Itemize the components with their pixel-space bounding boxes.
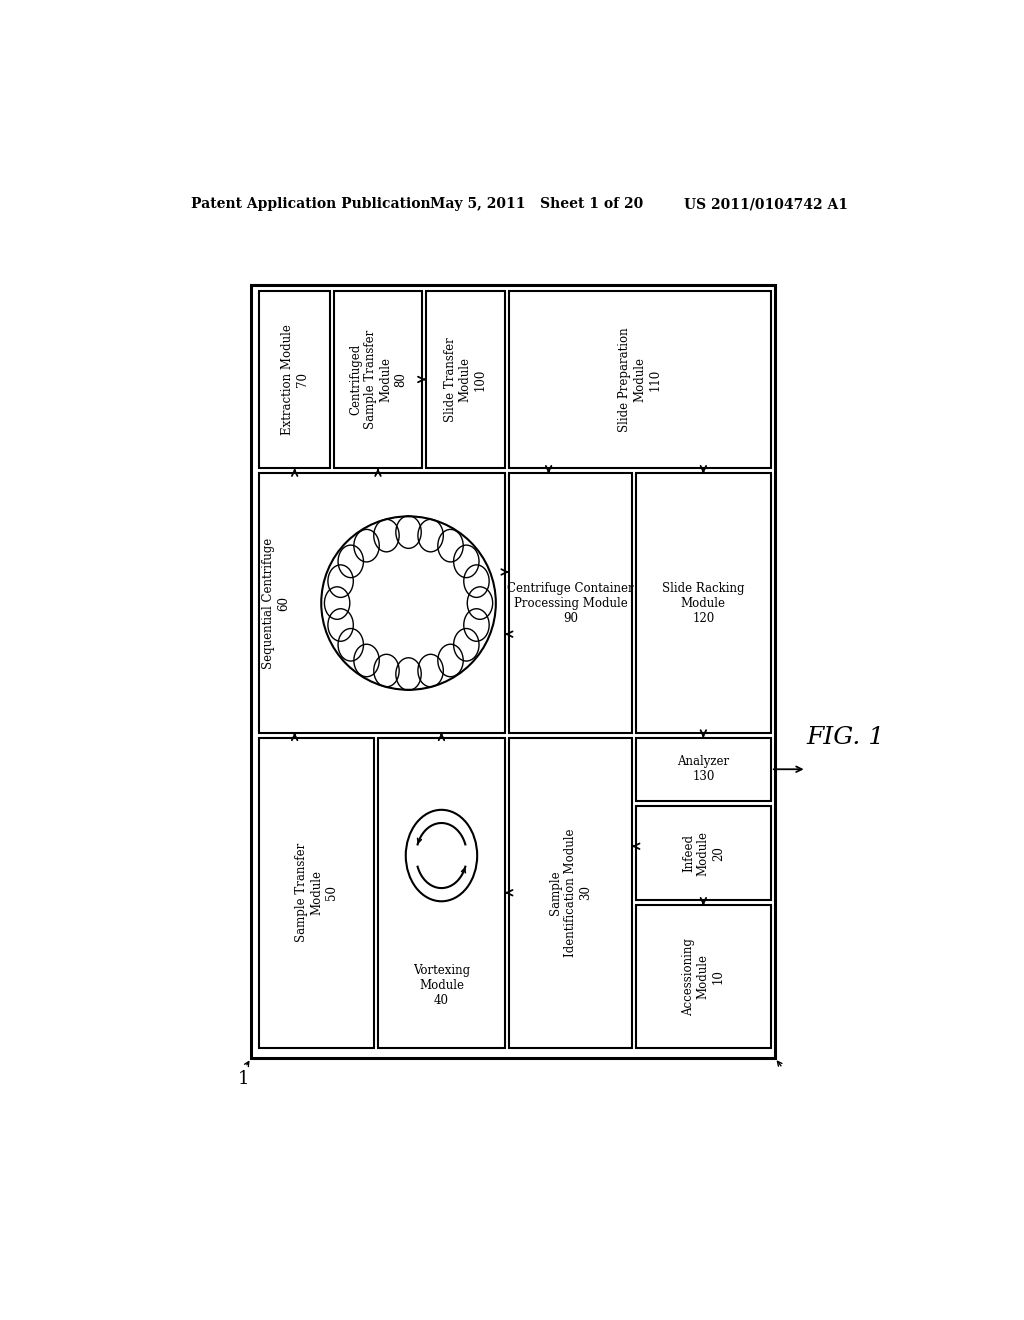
Bar bbox=[259, 738, 374, 1048]
Text: Slide Preparation
Module
110: Slide Preparation Module 110 bbox=[618, 327, 662, 432]
Text: US 2011/0104742 A1: US 2011/0104742 A1 bbox=[684, 197, 848, 211]
Text: Infeed
Module
20: Infeed Module 20 bbox=[682, 830, 725, 875]
Text: 1: 1 bbox=[238, 1071, 249, 1088]
Text: Sequential Centrifuge
60: Sequential Centrifuge 60 bbox=[262, 537, 291, 669]
Text: Vortexing
Module
40: Vortexing Module 40 bbox=[413, 964, 470, 1007]
Bar bbox=[636, 805, 771, 900]
Bar bbox=[426, 290, 505, 469]
Text: FIG. 1: FIG. 1 bbox=[807, 726, 885, 750]
Text: Sample
Identification Module
30: Sample Identification Module 30 bbox=[549, 829, 592, 957]
Bar bbox=[636, 738, 771, 801]
Bar bbox=[259, 474, 505, 733]
Text: Analyzer
130: Analyzer 130 bbox=[677, 755, 729, 783]
Bar bbox=[378, 738, 505, 1048]
Bar bbox=[509, 738, 632, 1048]
Text: Patent Application Publication: Patent Application Publication bbox=[191, 197, 431, 211]
Bar bbox=[636, 474, 771, 733]
Bar bbox=[509, 474, 632, 733]
Text: Accessioning
Module
10: Accessioning Module 10 bbox=[682, 937, 725, 1015]
Text: May 5, 2011   Sheet 1 of 20: May 5, 2011 Sheet 1 of 20 bbox=[430, 197, 643, 211]
Bar bbox=[509, 290, 771, 469]
Bar bbox=[259, 290, 331, 469]
Bar bbox=[334, 290, 422, 469]
Text: Slide Racking
Module
120: Slide Racking Module 120 bbox=[663, 582, 744, 624]
Text: Centrifuged
Sample Transfer
Module
80: Centrifuged Sample Transfer Module 80 bbox=[349, 330, 407, 429]
Bar bbox=[251, 285, 775, 1057]
Text: Sample Transfer
Module
50: Sample Transfer Module 50 bbox=[295, 843, 338, 942]
Text: Centrifuge Container
Processing Module
90: Centrifuge Container Processing Module 9… bbox=[507, 582, 634, 624]
Bar bbox=[636, 906, 771, 1048]
Text: Extraction Module
70: Extraction Module 70 bbox=[281, 323, 308, 434]
Text: Slide Transfer
Module
100: Slide Transfer Module 100 bbox=[443, 337, 486, 422]
